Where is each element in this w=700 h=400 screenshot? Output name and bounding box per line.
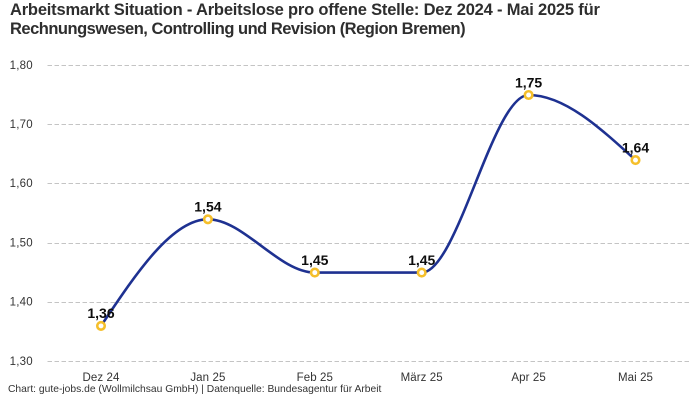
- svg-text:März 25: März 25: [401, 372, 443, 384]
- svg-text:1,30: 1,30: [10, 356, 33, 368]
- svg-text:1,54: 1,54: [194, 199, 221, 215]
- svg-text:1,60: 1,60: [10, 178, 33, 190]
- svg-text:Jan 25: Jan 25: [190, 372, 225, 384]
- svg-text:1,64: 1,64: [622, 139, 649, 155]
- svg-text:1,50: 1,50: [10, 237, 33, 249]
- svg-text:1,80: 1,80: [10, 60, 33, 72]
- svg-text:1,70: 1,70: [10, 119, 33, 131]
- svg-text:1,40: 1,40: [10, 297, 33, 309]
- svg-text:1,45: 1,45: [408, 252, 435, 268]
- svg-text:1,75: 1,75: [515, 74, 542, 90]
- svg-text:Mai 25: Mai 25: [618, 372, 653, 384]
- svg-text:Feb 25: Feb 25: [297, 372, 333, 384]
- svg-text:Apr 25: Apr 25: [511, 372, 545, 384]
- svg-text:1,36: 1,36: [87, 305, 114, 321]
- svg-text:Dez 24: Dez 24: [82, 372, 120, 384]
- svg-text:1,45: 1,45: [301, 252, 328, 268]
